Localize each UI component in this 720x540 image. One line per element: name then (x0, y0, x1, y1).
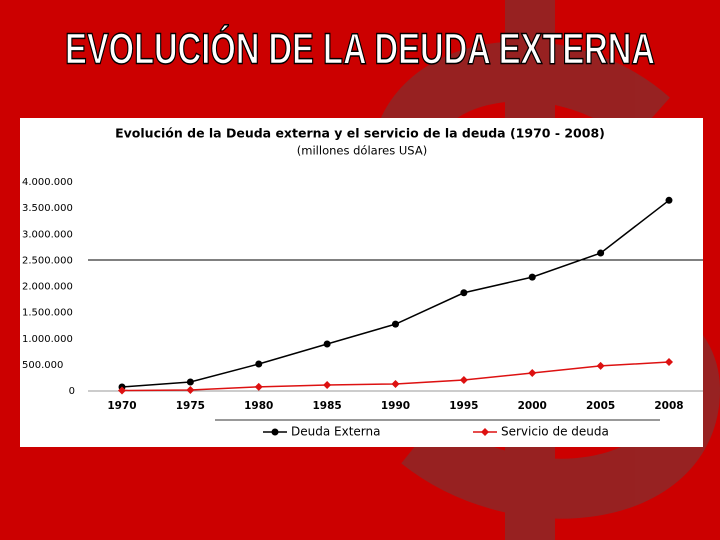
marker (665, 196, 673, 204)
slide-title: EVOLUCIÓN DE LA DEUDA EXTERNA (65, 24, 655, 74)
marker (186, 378, 194, 386)
legend-label: Deuda Externa (291, 425, 380, 439)
x-tick-label: 1985 (313, 400, 342, 412)
y-tick-label: 1.000.000 (22, 334, 73, 345)
marker (460, 289, 468, 297)
chart-subtitle: (millones dólares USA) (297, 144, 427, 158)
marker (459, 376, 468, 385)
x-tick-label: 1995 (449, 400, 478, 412)
legend-label: Servicio de deuda (501, 425, 609, 439)
marker (118, 386, 126, 395)
x-tick-label: 2008 (654, 400, 683, 412)
marker (323, 340, 331, 348)
chart-title: Evolución de la Deuda externa y el servi… (115, 126, 605, 141)
x-tick-label: 2000 (518, 400, 547, 412)
marker (254, 382, 263, 391)
y-tick-label: 3.000.000 (22, 229, 73, 240)
marker (392, 320, 399, 328)
marker (271, 428, 279, 436)
x-tick-label: 1970 (107, 400, 136, 412)
y-tick-label: 2.000.000 (22, 282, 73, 293)
marker (186, 385, 195, 394)
y-tick-label: 500.000 (22, 360, 63, 371)
marker (597, 249, 605, 257)
marker (528, 368, 537, 377)
x-tick-label: 1975 (176, 400, 205, 412)
x-tick-label: 2005 (586, 400, 615, 412)
marker (255, 360, 263, 368)
y-tick-label: 2.500.000 (22, 255, 73, 266)
x-tick-label: 1990 (381, 400, 410, 412)
y-tick-label: 1.500.000 (22, 308, 73, 319)
marker (481, 428, 489, 436)
y-tick-label: 4.000.000 (22, 177, 73, 188)
marker (528, 273, 536, 281)
x-tick-label: 1980 (244, 400, 273, 412)
chart-area (20, 118, 703, 447)
y-tick-label: 3.500.000 (22, 203, 73, 214)
marker (323, 380, 332, 389)
marker (391, 379, 400, 388)
marker (596, 361, 605, 370)
y-tick-label: 0 (69, 386, 75, 397)
marker (665, 358, 673, 367)
